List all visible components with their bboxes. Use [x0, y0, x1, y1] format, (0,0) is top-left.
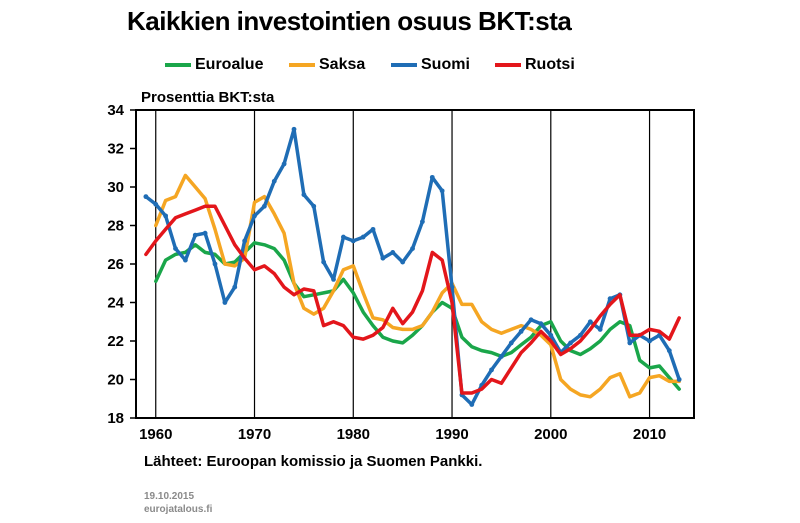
series-point-suomi: [499, 354, 504, 359]
y-tick-label: 24: [107, 295, 124, 312]
legend-item-suomi: Suomi: [391, 56, 470, 74]
series-point-suomi: [676, 377, 682, 382]
y-tick-label: 18: [107, 410, 124, 427]
series-point-suomi: [242, 238, 248, 244]
series-point-suomi: [666, 348, 672, 354]
series-point-suomi: [163, 213, 169, 219]
y-tick-label: 32: [107, 141, 124, 158]
legend-swatch-saksa: [289, 63, 315, 67]
series-point-suomi: [360, 234, 366, 240]
legend-item-ruotsi: Ruotsi: [495, 56, 575, 74]
series-point-suomi: [291, 126, 297, 132]
legend-item-euroalue: Euroalue: [165, 56, 263, 74]
series-point-suomi: [528, 317, 534, 323]
chart-title: Kaikkien investointien osuus BKT:sta: [127, 6, 572, 36]
series-point-suomi: [202, 230, 208, 236]
legend-swatch-ruotsi: [495, 63, 521, 67]
x-tick-label: 2000: [534, 426, 567, 443]
series-point-suomi: [548, 332, 554, 338]
series-point-suomi: [212, 261, 218, 267]
series-point-suomi: [143, 194, 149, 200]
source-note: Lähteet: Euroopan komissio ja Suomen Pan…: [144, 453, 483, 470]
series-line-saksa: [154, 173, 681, 399]
series-point-suomi: [587, 319, 593, 325]
series-line-suomi: [144, 127, 681, 407]
x-tick-label: 1970: [238, 426, 271, 443]
chart-ticks: 18 20 22 24 26 28 30 32 34 1960 1970 1980 1990 2000 20…: [107, 102, 666, 443]
series-point-suomi: [182, 257, 188, 263]
series-point-suomi: [192, 232, 198, 238]
x-tick-label: 1990: [435, 426, 468, 443]
y-axis-label: Prosenttia BKT:sta: [141, 89, 275, 106]
series-point-suomi: [153, 201, 159, 207]
y-tick-label: 28: [107, 218, 124, 235]
series-point-suomi: [261, 203, 267, 209]
series-point-suomi: [400, 259, 406, 265]
series-point-suomi: [311, 203, 317, 209]
series-point-suomi: [420, 219, 425, 225]
series-point-suomi: [340, 234, 346, 240]
series-point-suomi: [469, 402, 475, 407]
legend-label-saksa: Saksa: [319, 56, 366, 73]
series-point-suomi: [380, 255, 386, 261]
y-tick-label: 30: [107, 179, 124, 196]
series-point-suomi: [281, 161, 287, 167]
series-point-suomi: [538, 321, 544, 327]
series-point-suomi: [518, 328, 524, 334]
y-tick-label: 22: [107, 333, 124, 350]
series-point-suomi: [321, 259, 327, 265]
y-tick-label: 20: [107, 372, 124, 389]
series-point-suomi: [607, 296, 613, 302]
x-tick-label: 1980: [337, 426, 370, 443]
legend-swatch-euroalue: [165, 63, 191, 67]
footer-site: eurojatalous.fi: [144, 504, 213, 515]
x-tick-label: 2010: [633, 426, 666, 443]
series-point-suomi: [390, 250, 396, 255]
x-tick-label: 1960: [139, 426, 172, 443]
plot-area-frame: [135, 109, 695, 419]
y-tick-label: 34: [107, 102, 124, 119]
legend-label-ruotsi: Ruotsi: [525, 56, 575, 73]
series-point-suomi: [647, 338, 652, 344]
legend-label-suomi: Suomi: [421, 56, 470, 73]
footer-date: 19.10.2015: [144, 491, 195, 502]
chart-series: [143, 126, 682, 407]
series-point-suomi: [449, 284, 455, 290]
series-point-suomi: [578, 332, 583, 338]
legend: Euroalue Saksa Suomi Ruotsi: [165, 56, 765, 78]
legend-swatch-suomi: [391, 63, 417, 67]
series-point-suomi: [370, 226, 376, 232]
series-point-suomi: [222, 300, 228, 305]
series-point-suomi: [252, 213, 257, 219]
series-point-suomi: [597, 327, 603, 332]
series-point-suomi: [627, 340, 633, 346]
series-point-suomi: [489, 367, 494, 373]
legend-label-euroalue: Euroalue: [195, 56, 264, 73]
series-point-suomi: [429, 174, 435, 180]
series-line-ruotsi: [144, 204, 681, 395]
series-point-suomi: [410, 246, 415, 252]
series-point-suomi: [508, 340, 514, 346]
series-point-suomi: [350, 238, 356, 244]
chart-grid: [155, 110, 651, 418]
y-tick-label: 26: [107, 256, 124, 273]
series-point-suomi: [301, 192, 307, 198]
series-point-suomi: [173, 246, 178, 252]
series-point-suomi: [232, 284, 238, 290]
series-point-suomi: [439, 188, 445, 194]
legend-item-saksa: Saksa: [289, 56, 365, 74]
series-point-suomi: [271, 178, 277, 184]
series-point-suomi: [568, 340, 573, 346]
series-point-suomi: [331, 277, 336, 282]
